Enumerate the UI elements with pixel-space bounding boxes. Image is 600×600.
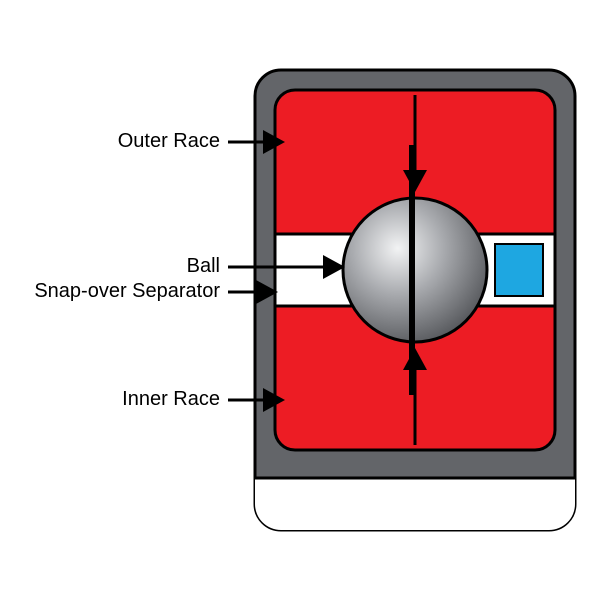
bore [250,478,580,538]
diagram-canvas: Outer Race Ball Snap-over Separator Inne… [0,0,600,600]
label-outer-race: Outer Race [118,130,220,153]
separator-blue [495,244,543,296]
label-separator: Snap-over Separator [34,280,220,303]
label-ball: Ball [187,255,220,278]
label-inner-race: Inner Race [122,388,220,411]
